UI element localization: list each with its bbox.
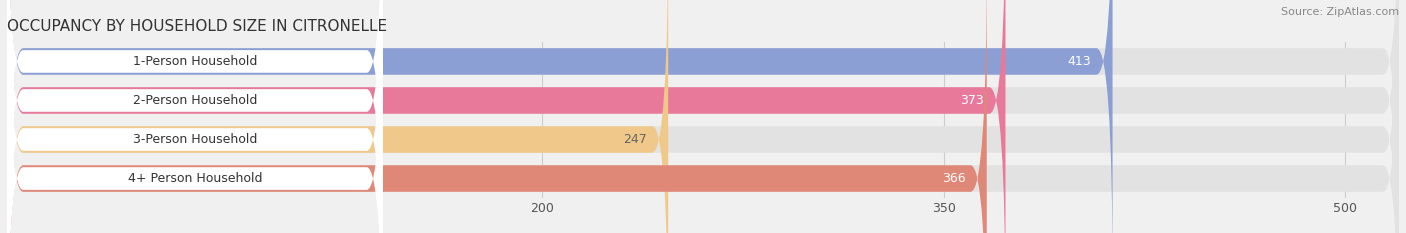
- FancyBboxPatch shape: [7, 0, 382, 233]
- FancyBboxPatch shape: [7, 0, 668, 233]
- Text: 247: 247: [623, 133, 647, 146]
- FancyBboxPatch shape: [7, 0, 1399, 233]
- Text: 3-Person Household: 3-Person Household: [132, 133, 257, 146]
- FancyBboxPatch shape: [7, 0, 1112, 233]
- Text: 1-Person Household: 1-Person Household: [132, 55, 257, 68]
- Text: 413: 413: [1067, 55, 1091, 68]
- FancyBboxPatch shape: [7, 0, 382, 233]
- FancyBboxPatch shape: [7, 0, 1399, 233]
- Text: OCCUPANCY BY HOUSEHOLD SIZE IN CITRONELLE: OCCUPANCY BY HOUSEHOLD SIZE IN CITRONELL…: [7, 19, 387, 34]
- Text: 4+ Person Household: 4+ Person Household: [128, 172, 262, 185]
- Text: 366: 366: [942, 172, 966, 185]
- FancyBboxPatch shape: [7, 0, 987, 233]
- FancyBboxPatch shape: [7, 0, 1005, 233]
- Text: 373: 373: [960, 94, 984, 107]
- Text: Source: ZipAtlas.com: Source: ZipAtlas.com: [1281, 7, 1399, 17]
- FancyBboxPatch shape: [7, 0, 382, 233]
- FancyBboxPatch shape: [7, 0, 382, 233]
- Text: 2-Person Household: 2-Person Household: [132, 94, 257, 107]
- FancyBboxPatch shape: [7, 0, 1399, 233]
- FancyBboxPatch shape: [7, 0, 1399, 233]
